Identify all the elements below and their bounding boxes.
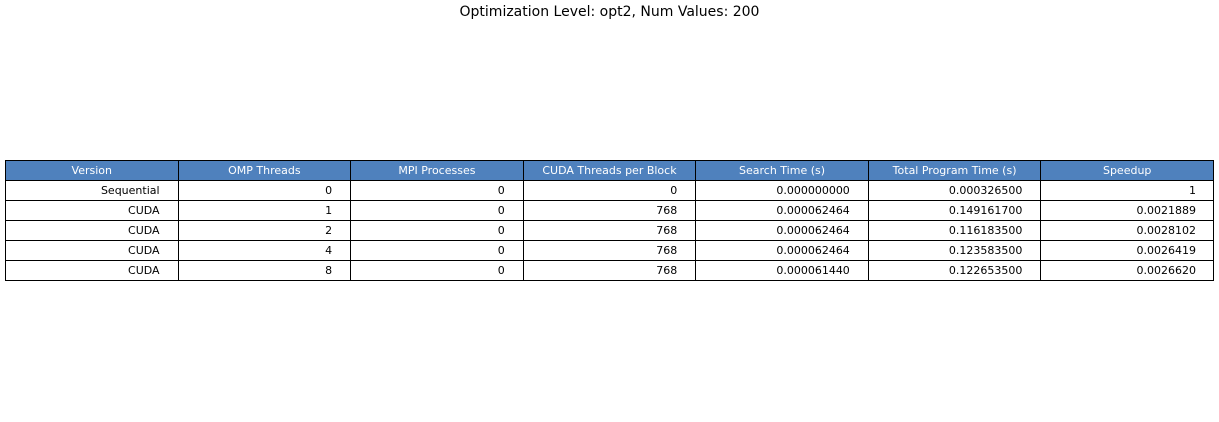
- table-cell: 0.000326500: [867, 180, 1042, 201]
- table-cell: 768: [522, 240, 697, 261]
- table-cell: 0: [350, 220, 524, 241]
- column-header: CUDA Threads per Block: [522, 160, 697, 181]
- table-cell: 0.0028102: [1040, 220, 1214, 241]
- table-cell: 0: [350, 260, 524, 281]
- table-cell: 0.000061440: [695, 260, 869, 281]
- table-cell: 0.000062464: [695, 200, 869, 221]
- table-cell: 0.116183500: [867, 220, 1042, 241]
- table-cell: 768: [522, 220, 697, 241]
- column-header: Total Program Time (s): [867, 160, 1042, 181]
- table-cell: 1: [1040, 180, 1214, 201]
- table-cell: 0: [522, 180, 697, 201]
- table-header-row: Version OMP Threads MPI Processes CUDA T…: [5, 160, 1214, 181]
- chart-title: Optimization Level: opt2, Num Values: 20…: [459, 4, 760, 20]
- table-row: Sequential 0 0 0 0.000000000 0.000326500…: [5, 180, 1214, 201]
- table-cell: 0.149161700: [867, 200, 1042, 221]
- table-cell: 0.0026620: [1040, 260, 1214, 281]
- results-table: Version OMP Threads MPI Processes CUDA T…: [5, 160, 1214, 281]
- table-cell: 768: [522, 200, 697, 221]
- table-row: CUDA 1 0 768 0.000062464 0.149161700 0.0…: [5, 200, 1214, 221]
- column-header: Speedup: [1040, 160, 1214, 181]
- column-header: Search Time (s): [695, 160, 869, 181]
- table-cell: 2: [177, 220, 352, 241]
- table-cell: 8: [177, 260, 352, 281]
- column-header: OMP Threads: [177, 160, 352, 181]
- table-row: CUDA 8 0 768 0.000061440 0.122653500 0.0…: [5, 260, 1214, 281]
- table-cell: 1: [177, 200, 352, 221]
- table-cell: 0.122653500: [867, 260, 1042, 281]
- table-cell: CUDA: [5, 240, 179, 261]
- table-cell: 0.123583500: [867, 240, 1042, 261]
- table-cell: 0.000000000: [695, 180, 869, 201]
- table-cell: 0.000062464: [695, 240, 869, 261]
- table-cell: 0: [350, 240, 524, 261]
- column-header: MPI Processes: [350, 160, 524, 181]
- table-row: CUDA 2 0 768 0.000062464 0.116183500 0.0…: [5, 220, 1214, 241]
- table-cell: Sequential: [5, 180, 179, 201]
- table-cell: 0: [350, 180, 524, 201]
- table-cell: 0: [177, 180, 352, 201]
- table-row: CUDA 4 0 768 0.000062464 0.123583500 0.0…: [5, 240, 1214, 261]
- table-cell: 0.0021889: [1040, 200, 1214, 221]
- column-header: Version: [5, 160, 179, 181]
- table-cell: CUDA: [5, 200, 179, 221]
- table-cell: 768: [522, 260, 697, 281]
- table-cell: 0.0026419: [1040, 240, 1214, 261]
- table-cell: CUDA: [5, 220, 179, 241]
- table-cell: 0: [350, 200, 524, 221]
- table-cell: 4: [177, 240, 352, 261]
- table-cell: CUDA: [5, 260, 179, 281]
- table-cell: 0.000062464: [695, 220, 869, 241]
